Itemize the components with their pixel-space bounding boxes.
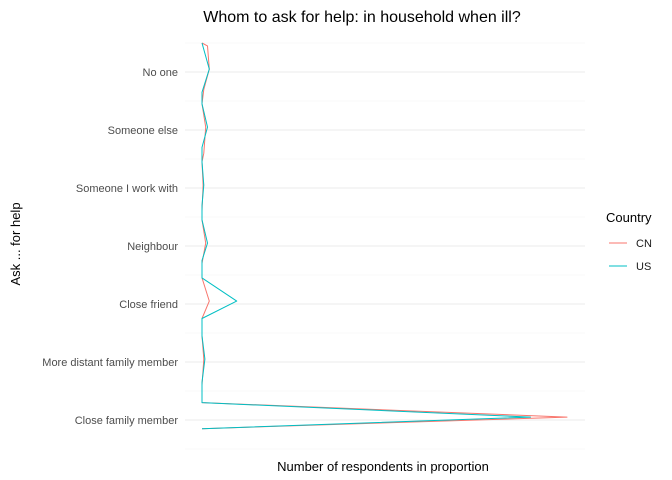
legend: Country CN US — [606, 210, 652, 273]
y-tick-label: Someone I work with — [76, 183, 178, 195]
legend-label-cn: CN — [636, 238, 652, 250]
y-tick-label: Someone else — [108, 125, 178, 137]
y-tick-labels: No one Someone else Someone I work with Nei… — [42, 67, 178, 427]
legend-item-cn: CN — [609, 238, 652, 250]
chart-title: Whom to ask for help: in household when … — [203, 9, 521, 26]
y-tick-label: Close family member — [75, 415, 179, 427]
y-tick-label: No one — [143, 67, 178, 79]
series-line-us — [201, 42, 531, 430]
legend-label-us: US — [636, 261, 651, 273]
y-tick-label: Neighbour — [127, 241, 178, 253]
y-axis-title: Ask ... for help — [8, 202, 23, 285]
legend-title: Country — [606, 210, 652, 225]
y-tick-label: Close friend — [119, 299, 178, 311]
legend-item-us: US — [609, 261, 651, 273]
series-lines — [201, 42, 568, 430]
y-tick-label: More distant family member — [42, 357, 178, 369]
x-axis-title: Number of respondents in proportion — [277, 459, 489, 474]
grid — [185, 42, 585, 450]
